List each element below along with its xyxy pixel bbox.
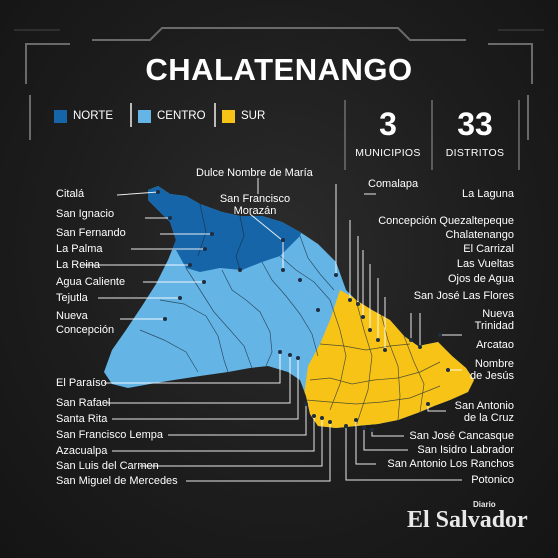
label-ojos-de-agua: Ojos de Agua (447, 273, 514, 285)
sur-region (300, 290, 474, 428)
label-san-luis-del-carmen: San Luis del Carmen (56, 460, 159, 472)
label-comalapa: Comalapa (368, 178, 419, 190)
label-nueva-trinidad-1: Nueva (482, 308, 514, 320)
legend-label-sur: SUR (241, 110, 266, 122)
legend-item-centro: CENTRO (130, 103, 206, 127)
label-san-antonio-de-la-cruz-2: de la Cruz (463, 412, 514, 424)
legend-divider (130, 103, 132, 127)
label-nombre-de-jesus-2: de Jesús (469, 370, 514, 382)
label-nueva-concepcion-1: Nueva (56, 310, 88, 322)
distritos-label: DISTRITOS (445, 147, 505, 159)
legend-label-norte: NORTE (73, 110, 114, 122)
label-la-laguna: La Laguna (462, 188, 514, 200)
label-san-francisco-lempa: San Francisco Lempa (56, 429, 163, 441)
norte-swatch (54, 109, 67, 123)
stat-distritos: 33 DISTRITOS (433, 98, 517, 170)
label-san-francisco-morazan-1: San Francisco (219, 193, 291, 205)
legend-label-centro: CENTRO (157, 110, 206, 122)
label-potonico: Potonico (471, 474, 514, 486)
label-tejutla: Tejutla (56, 292, 88, 304)
legend-divider (214, 103, 216, 127)
label-nueva-trinidad-2: Trinidad (474, 320, 514, 332)
label-arcatao: Arcatao (476, 339, 514, 351)
sur-swatch (222, 109, 235, 123)
label-chalatenango: Chalatenango (445, 229, 514, 241)
page-title: CHALATENANGO (145, 52, 413, 87)
label-la-palma: La Palma (56, 243, 103, 255)
distritos-value: 33 (457, 106, 493, 142)
label-san-jose-las-flores: San José Las Flores (413, 290, 514, 302)
label-las-vueltas: Las Vueltas (456, 258, 514, 270)
label-san-miguel-de-mercedes: San Miguel de Mercedes (56, 475, 178, 487)
stat-municipios: 3 MUNICIPIOS (346, 98, 430, 170)
label-el-carrizal: El Carrizal (463, 243, 514, 255)
label-san-ignacio: San Ignacio (56, 208, 115, 220)
label-agua-caliente: Agua Caliente (56, 276, 126, 288)
label-san-isidro-labrador: San Isidro Labrador (417, 444, 514, 456)
label-el-paraiso: El Paraíso (56, 377, 107, 389)
municipios-label: MUNICIPIOS (355, 147, 421, 159)
label-san-francisco-morazan-2: Morazán (233, 205, 277, 217)
label-san-antonio-de-la-cruz-1: San Antonio (454, 400, 514, 412)
label-santa-rita: Santa Rita (56, 413, 108, 425)
label-san-rafael: San Rafael (56, 397, 111, 409)
label-concepcion-quezaltepeque: Concepción Quezaltepeque (378, 215, 514, 227)
centro-swatch (138, 109, 151, 123)
label-dulce-nombre-de-maria: Dulce Nombre de María (196, 167, 313, 179)
municipios-value: 3 (379, 106, 397, 142)
label-san-jose-cancasque: San José Cancasque (409, 430, 514, 442)
legend-item-norte: NORTE (54, 107, 113, 125)
label-la-reina: La Reina (56, 259, 101, 271)
label-citala: Citalá (56, 188, 85, 200)
brand-diario: Diario (473, 500, 496, 509)
brand-name: El Salvador (407, 507, 528, 533)
label-nombre-de-jesus-1: Nombre (474, 358, 514, 370)
label-nueva-concepcion-2: Concepción (56, 324, 115, 336)
label-san-fernando: San Fernando (56, 227, 126, 239)
el-salvador-logo: El Salvador Diario (407, 500, 528, 534)
label-azacualpa: Azacualpa (56, 445, 108, 457)
legend-item-sur: SUR (214, 103, 266, 127)
label-san-antonio-los-ranchos: San Antonio Los Ranchos (387, 458, 514, 470)
